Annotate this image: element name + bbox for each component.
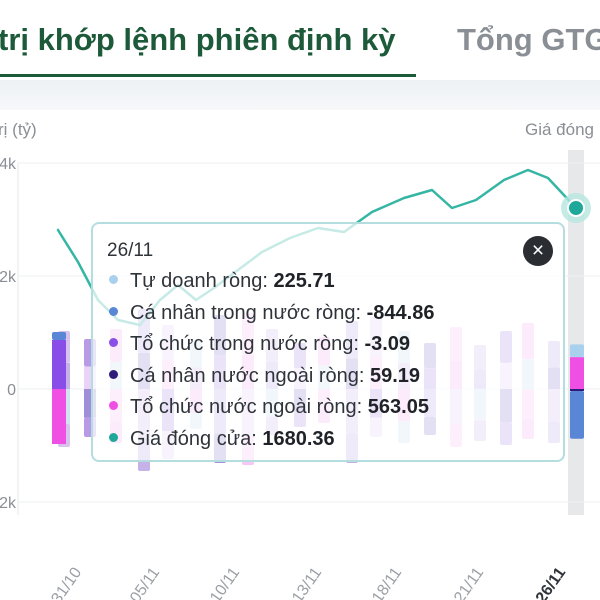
tooltip-row-label: Cá nhân nước ngoài ròng: bbox=[130, 364, 370, 387]
chart-tooltip: 26/11 × Tự doanh ròng: 225.71 Cá nhân tro… bbox=[91, 222, 565, 462]
tooltip-row-label: Tổ chức trong nước ròng: bbox=[130, 333, 365, 355]
bar-segment bbox=[52, 332, 66, 340]
y-tick-label: 2k bbox=[0, 269, 17, 286]
tooltip-row: Tự doanh ròng: 225.71 bbox=[109, 270, 335, 298]
bar-ca-nhan-nuoc-ngoai bbox=[570, 389, 584, 392]
legend-dot-icon bbox=[109, 306, 118, 316]
legend-dot-icon bbox=[109, 275, 118, 285]
tooltip-date: 26/11 bbox=[107, 240, 154, 261]
tooltip-row-value: -844.86 bbox=[366, 301, 435, 324]
y-axis-right-title: Giá đóng bbox=[525, 120, 594, 139]
tooltip-row-label: Tự doanh ròng: bbox=[130, 270, 274, 292]
tooltip-row: Cá nhân trong nước ròng: -844.86 bbox=[109, 302, 434, 330]
tooltip-row: Cá nhân nước ngoài ròng: 59.19 bbox=[109, 365, 420, 393]
legend-dot-icon bbox=[109, 401, 118, 411]
y-tick-label: -2k bbox=[0, 495, 17, 512]
close-icon[interactable]: × bbox=[523, 236, 553, 266]
x-tick-label: 05/11 bbox=[127, 564, 163, 600]
y-axis-left-title: rị (tỷ) bbox=[0, 120, 37, 139]
bar-to-chuc-nuoc-ngoai bbox=[570, 357, 584, 389]
tooltip-row-value: 225.71 bbox=[273, 270, 335, 292]
chart-header-band bbox=[0, 80, 600, 110]
bar-segment bbox=[52, 389, 66, 444]
tab-total-trading-value[interactable]: Tổng GTGD bbox=[457, 22, 600, 57]
tooltip-row-value: 563.05 bbox=[367, 396, 429, 418]
tooltip-row: Tổ chức nước ngoài ròng: 563.05 bbox=[109, 396, 429, 424]
tooltip-row: Tổ chức trong nước ròng: -3.09 bbox=[109, 333, 410, 361]
bar-ca-nhan-trong-nuoc bbox=[570, 391, 584, 439]
x-tick-label: 13/11 bbox=[289, 564, 325, 600]
x-tick-label: 26/11 bbox=[533, 564, 569, 600]
tooltip-row-label: Giá đóng cửa: bbox=[130, 427, 263, 450]
x-tick-label: 31/10 bbox=[48, 564, 85, 600]
bar-segment bbox=[52, 340, 66, 389]
bar-tu-doanh bbox=[570, 344, 584, 358]
price-point-active bbox=[567, 199, 585, 217]
tab-bar: trị khớp lệnh phiên định kỳ Tổng GTGD bbox=[0, 0, 600, 80]
x-tick-label: 18/11 bbox=[369, 564, 405, 600]
tooltip-row: Giá đóng cửa: 1680.36 bbox=[109, 428, 335, 456]
legend-dot-icon bbox=[109, 369, 118, 379]
legend-dot-icon bbox=[109, 338, 118, 348]
y-tick-label: 4k bbox=[0, 156, 17, 173]
tooltip-row-value: 1680.36 bbox=[262, 427, 335, 450]
active-tab-underline bbox=[0, 74, 416, 77]
tooltip-row-label: Cá nhân trong nước ròng: bbox=[130, 301, 367, 324]
tooltip-row-value: -3.09 bbox=[364, 333, 411, 355]
y-tick-label: 0 bbox=[7, 382, 16, 399]
x-tick-label: 10/11 bbox=[207, 564, 243, 600]
legend-dot-icon bbox=[109, 432, 118, 442]
x-tick-label: 21/11 bbox=[451, 564, 487, 600]
tooltip-row-label: Tổ chức nước ngoài ròng: bbox=[130, 396, 368, 418]
tab-matched-value-periodic[interactable]: trị khớp lệnh phiên định kỳ bbox=[0, 22, 396, 57]
tooltip-row-value: 59.19 bbox=[370, 364, 421, 387]
